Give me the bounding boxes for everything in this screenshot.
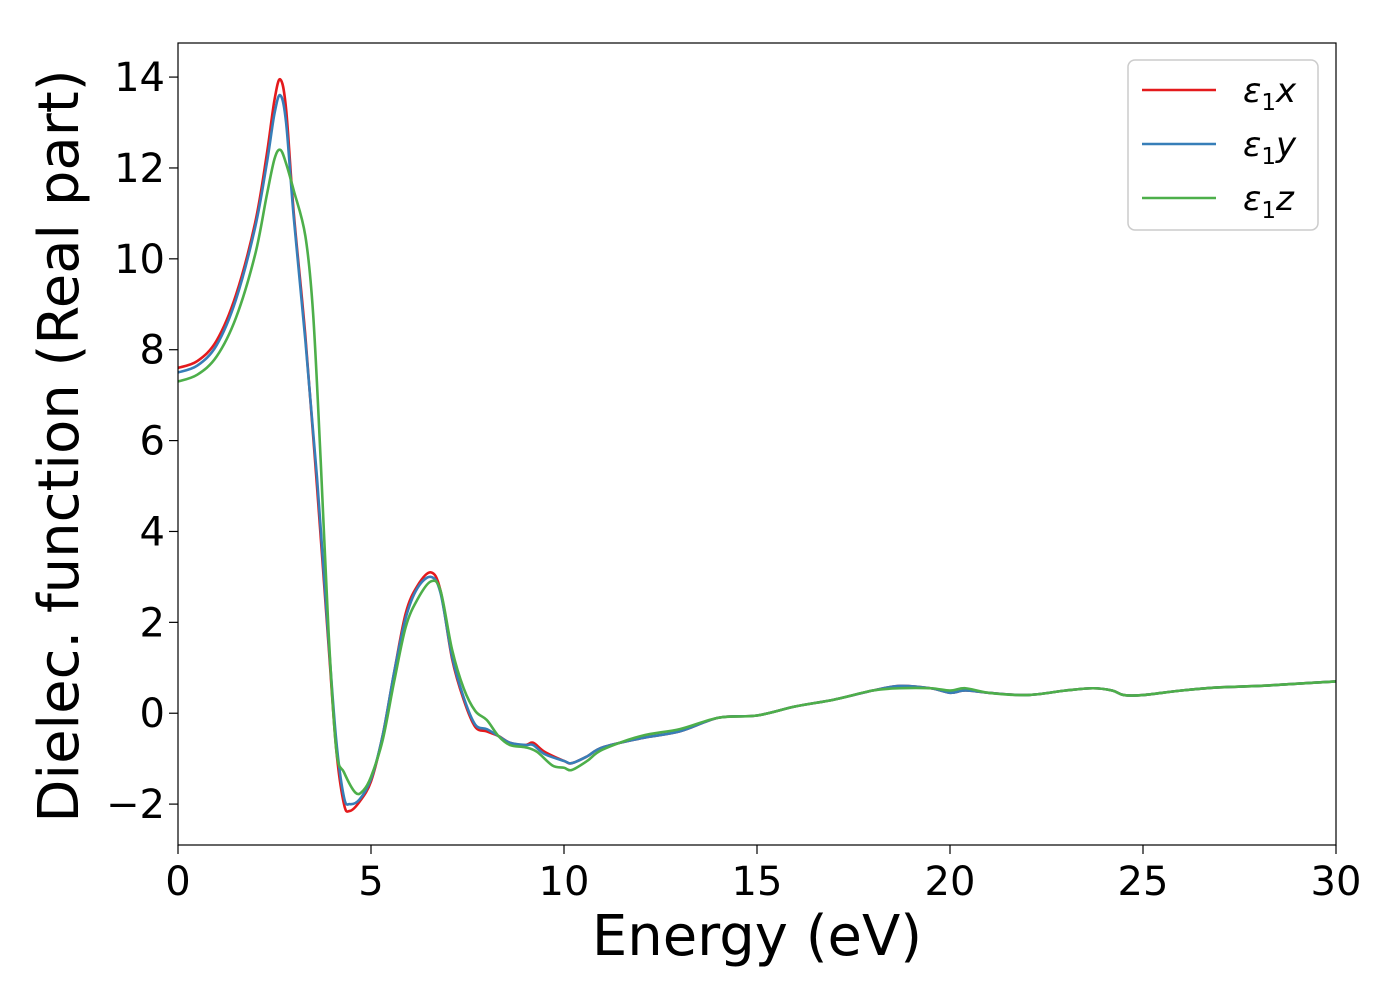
legend-label-z: ε1z (1243, 179, 1295, 224)
legend-label-y: ε1y (1243, 125, 1297, 170)
legend: ε1x ε1y ε1z (1127, 59, 1319, 231)
y-tick-label: 14 (114, 55, 165, 101)
y-tick-label: 4 (140, 509, 165, 555)
series-layer (177, 77, 1337, 813)
y-tick-label: 10 (114, 237, 165, 283)
y-tick-label: 2 (140, 600, 165, 646)
y-tick-label: 12 (114, 146, 165, 192)
x-axis-title: Energy (eV) (592, 904, 922, 969)
x-tick-label: 20 (925, 859, 976, 905)
series-line-z (177, 148, 1337, 796)
x-tick-label: 30 (1311, 859, 1362, 905)
legend-box (1127, 59, 1319, 231)
x-tick-label: 25 (1118, 859, 1169, 905)
y-axis-title: Dielec. function (Real part) (27, 69, 92, 822)
y-tick-label: 6 (140, 419, 165, 465)
x-tick-label: 5 (358, 859, 383, 905)
y-axis: −2 0 2 4 6 8 10 12 14 (106, 55, 178, 828)
x-tick-label: 15 (732, 859, 783, 905)
y-tick-label: 8 (140, 328, 165, 374)
x-tick-label: 10 (539, 859, 590, 905)
legend-label-x: ε1x (1243, 71, 1297, 116)
x-axis: 0 5 10 15 20 25 30 (165, 845, 1361, 905)
y-tick-label: −2 (106, 782, 165, 828)
y-tick-label: 0 (140, 691, 165, 737)
x-tick-label: 0 (165, 859, 190, 905)
